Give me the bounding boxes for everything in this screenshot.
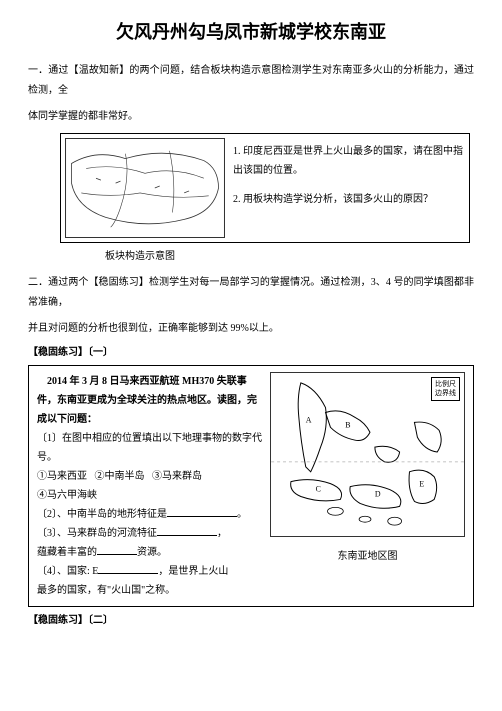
figure1-box: 1. 印度尼西亚是世界上火山最多的国家，请在图中指出该国的位置。 2. 用板块构… xyxy=(60,133,470,243)
exercise1-q3b: 蕴藏着丰富的资源。 xyxy=(37,543,262,562)
exercise1-q2: 〔2〕、中南半岛的地形特征是。 xyxy=(37,505,262,524)
exercise1-text: 2014 年 3 月 8 日马来西亚航班 MH370 失联事件，东南亚更成为全球… xyxy=(37,372,262,600)
exercise2-label: 【稳固练习】〔二〕 xyxy=(28,613,474,629)
figure1-caption: 板块构造示意图 xyxy=(60,249,220,265)
section2-intro-line2: 并且对问题的分析也很到位，正确率能够到达 99%以上。 xyxy=(28,319,474,339)
opt2: ②中南半岛 xyxy=(95,471,145,482)
exercise1-map-wrap: 比例尺 边界线 A B xyxy=(270,372,465,600)
figure1-questions: 1. 印度尼西亚是世界上火山最多的国家，请在图中指出该国的位置。 2. 用板块构… xyxy=(233,138,465,238)
exercise1-q4: 〔4〕、国家: E，是世界上火山 xyxy=(37,562,262,581)
exercise1-q1: 〔1〕在图中相应的位置填出以下地理事物的数字代号。 xyxy=(37,429,262,467)
exercise1-options: ①马来西亚 ②中南半岛 ③马来群岛 xyxy=(37,467,262,486)
section1-intro-line1: 一．通过【温故知新】的两个问题，结合板块构造示意图检测学生对东南亚多火山的分析能… xyxy=(28,61,474,101)
exercise1-q3: 〔3〕、马来群岛的河流特征， xyxy=(37,524,262,543)
svg-text:C: C xyxy=(316,484,321,493)
svg-text:E: E xyxy=(419,479,424,488)
q2-text: 2. 用板块构造学说分析，该国多火山的原因？ xyxy=(233,190,465,209)
section1-intro-line2: 体同学掌握的都非常好。 xyxy=(28,107,474,127)
exercise1-label: 【稳固练习】〔一〕 xyxy=(28,345,474,361)
exercise1-map-caption: 东南亚地区图 xyxy=(270,549,465,565)
legend-border: 边界线 xyxy=(435,389,456,398)
section2-intro-line1: 二．通过两个【稳固练习】检测学生对每一局部学习的掌握情况。通过检测，3、4 号的… xyxy=(28,273,474,313)
plate-tectonics-map xyxy=(65,138,225,238)
map-legend: 比例尺 边界线 xyxy=(431,377,460,401)
opt3: ③马来群岛 xyxy=(152,471,202,482)
svg-text:D: D xyxy=(375,489,381,498)
exercise1-q4c: 最多的国家，有"火山国"之称。 xyxy=(37,581,262,600)
map1-svg xyxy=(66,139,224,237)
svg-text:B: B xyxy=(345,420,350,429)
opt4: ④马六甲海峡 xyxy=(37,486,262,505)
q1-text: 1. 印度尼西亚是世界上火山最多的国家，请在图中指出该国的位置。 xyxy=(233,142,465,180)
svg-text:A: A xyxy=(306,415,312,424)
page-title: 欠风丹州勾乌凤市新城学校东南亚 xyxy=(28,18,474,47)
opt1: ①马来西亚 xyxy=(37,471,87,482)
exercise1-box: 2014 年 3 月 8 日马来西亚航班 MH370 失联事件，东南亚更成为全球… xyxy=(28,365,474,607)
exercise1-headline: 2014 年 3 月 8 日马来西亚航班 MH370 失联事件，东南亚更成为全球… xyxy=(37,372,262,429)
southeast-asia-map: 比例尺 边界线 A B xyxy=(270,372,465,537)
legend-scale: 比例尺 xyxy=(435,380,456,389)
